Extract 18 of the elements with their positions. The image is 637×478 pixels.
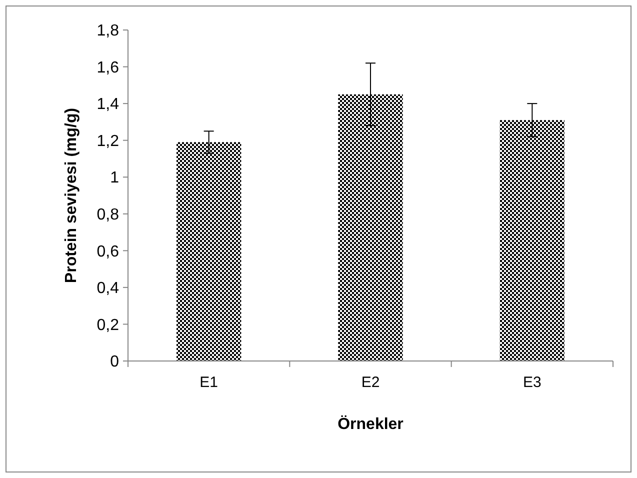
bar [500, 120, 564, 361]
y-tick-label: 0,6 [96, 243, 120, 260]
y-tick-label: 1,6 [96, 59, 120, 76]
x-axis-title: Örnekler [338, 415, 404, 433]
y-tick-label: 0,2 [96, 316, 120, 334]
y-tick-label: 1,2 [96, 132, 120, 150]
x-tick-label: E3 [522, 374, 542, 391]
y-axis-title: Protein seviyesi (mg/g) [63, 108, 80, 284]
bar [338, 94, 403, 361]
y-tick-label: 1 [110, 170, 120, 187]
y-tick-label: 1,8 [96, 22, 120, 40]
x-tick-label: E1 [200, 374, 218, 391]
x-tick-label: E2 [361, 374, 380, 391]
y-tick-label: 0 [110, 354, 120, 371]
y-tick-label: 0,8 [96, 206, 120, 224]
bar [176, 142, 242, 361]
y-tick-label: 0,4 [96, 280, 120, 298]
y-tick-label: 1,4 [96, 96, 120, 114]
